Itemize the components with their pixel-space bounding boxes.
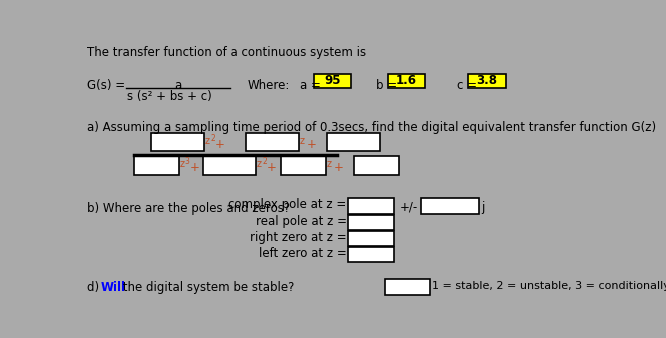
Text: 1.6: 1.6 bbox=[396, 74, 417, 88]
Text: b =: b = bbox=[376, 79, 398, 92]
Bar bbox=[314, 74, 352, 88]
Bar bbox=[246, 133, 298, 151]
Text: 2: 2 bbox=[262, 157, 267, 166]
Text: the digital system be stable?: the digital system be stable? bbox=[119, 281, 294, 294]
Bar bbox=[134, 156, 178, 174]
Text: z: z bbox=[300, 136, 304, 146]
Text: 3: 3 bbox=[184, 157, 190, 166]
Text: +: + bbox=[215, 138, 225, 151]
Text: 95: 95 bbox=[324, 74, 341, 88]
Text: The transfer function of a continuous system is: The transfer function of a continuous sy… bbox=[87, 46, 366, 59]
Text: Where:: Where: bbox=[248, 79, 290, 92]
Text: +: + bbox=[334, 161, 344, 174]
Bar bbox=[348, 198, 394, 214]
Text: Will: Will bbox=[101, 281, 125, 294]
Text: complex pole at z =: complex pole at z = bbox=[228, 198, 347, 211]
Text: z: z bbox=[205, 136, 210, 146]
Bar bbox=[388, 74, 425, 88]
Bar bbox=[348, 215, 394, 230]
Text: z: z bbox=[257, 159, 262, 169]
Text: 2: 2 bbox=[210, 134, 215, 143]
Bar bbox=[281, 156, 326, 174]
Text: z: z bbox=[326, 159, 332, 169]
Text: 3.8: 3.8 bbox=[477, 74, 498, 88]
Bar bbox=[421, 198, 480, 214]
Text: a =: a = bbox=[300, 79, 321, 92]
Text: a) Assuming a sampling time period of 0.3secs, find the digital equivalent trans: a) Assuming a sampling time period of 0.… bbox=[87, 121, 656, 135]
Text: z: z bbox=[179, 159, 184, 169]
Text: +: + bbox=[267, 161, 277, 174]
Bar bbox=[354, 156, 400, 174]
Bar bbox=[386, 279, 430, 295]
Bar bbox=[151, 133, 204, 151]
Text: +/-: +/- bbox=[400, 201, 418, 214]
Text: c =: c = bbox=[457, 79, 477, 92]
Text: b) Where are the poles and zeros?: b) Where are the poles and zeros? bbox=[87, 202, 290, 215]
Bar bbox=[203, 156, 256, 174]
Text: s (s² + bs + c): s (s² + bs + c) bbox=[127, 90, 212, 103]
Text: +: + bbox=[189, 161, 199, 174]
Text: a: a bbox=[174, 79, 182, 92]
Text: d): d) bbox=[87, 281, 103, 294]
Text: left zero at z =: left zero at z = bbox=[259, 247, 347, 260]
Text: j: j bbox=[481, 201, 484, 214]
Text: real pole at z =: real pole at z = bbox=[256, 215, 347, 227]
Text: 1 = stable, 2 = unstable, 3 = conditionally stable: 1 = stable, 2 = unstable, 3 = conditiona… bbox=[432, 281, 666, 291]
Text: +: + bbox=[306, 138, 316, 151]
Text: right zero at z =: right zero at z = bbox=[250, 231, 347, 244]
Bar bbox=[328, 133, 380, 151]
Bar bbox=[348, 247, 394, 262]
Text: G(s) =: G(s) = bbox=[87, 79, 125, 92]
Bar bbox=[348, 231, 394, 246]
Bar bbox=[468, 74, 505, 88]
